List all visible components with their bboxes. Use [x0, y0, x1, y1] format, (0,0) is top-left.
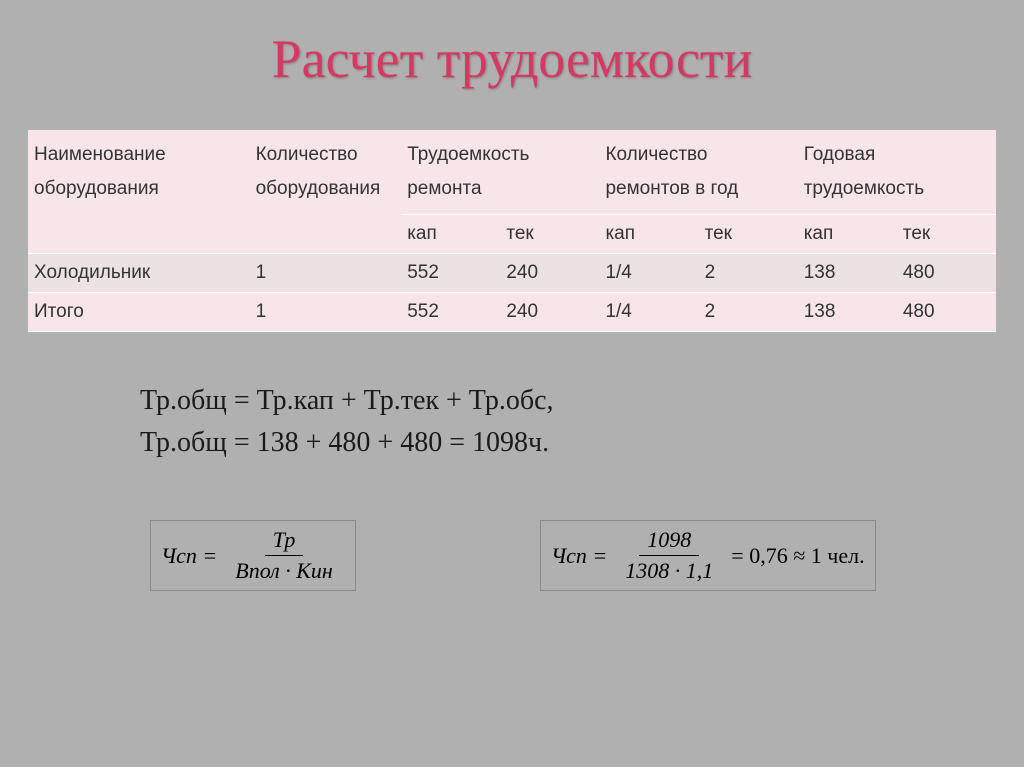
cell-qty: 1: [250, 254, 402, 293]
cell-rep-kap: 1/4: [599, 293, 698, 332]
eq-right-num: 1098: [639, 527, 699, 556]
table-header-row-1: Наименование оборудования Количество обо…: [28, 130, 996, 215]
eq-right-den: 1308 · 1,1: [617, 556, 721, 584]
cell-ann-tek: 480: [897, 254, 996, 293]
eq-left-lhs: Чсп =: [161, 543, 217, 569]
col-repairs-kap: кап: [599, 215, 698, 254]
col-annual-kap: кап: [798, 215, 897, 254]
eq-right-lhs: Чсп =: [551, 543, 607, 569]
cell-name: Итого: [28, 293, 250, 332]
formula-line-1: Тр.общ = Тр.кап + Тр.тек + Тр.обс,: [140, 380, 554, 422]
eq-left-frac: Тр Впол · Кин: [227, 527, 341, 584]
table-row: Холодильник 1 552 240 1/4 2 138 480: [28, 254, 996, 293]
page-title: Расчет трудоемкости: [0, 28, 1024, 90]
col-repairs: Количество ремонтов в год: [599, 130, 797, 215]
cell-rep-kap: 1/4: [599, 254, 698, 293]
eq-left-den: Впол · Кин: [227, 556, 341, 584]
cell-ann-tek: 480: [897, 293, 996, 332]
eq-right-frac: 1098 1308 · 1,1: [617, 527, 721, 584]
col-annual: Годовая трудоемкость: [798, 130, 996, 215]
cell-name: Холодильник: [28, 254, 250, 293]
slide: Расчет трудоемкости Наименование оборудо…: [0, 0, 1024, 767]
cell-labor-kap: 552: [401, 254, 500, 293]
col-labor: Трудоемкость ремонта: [401, 130, 599, 215]
col-repairs-tek: тек: [699, 215, 798, 254]
cell-ann-kap: 138: [798, 254, 897, 293]
labor-table: Наименование оборудования Количество обо…: [28, 130, 996, 332]
labor-table-wrap: Наименование оборудования Количество обо…: [28, 130, 996, 332]
table-row: Итого 1 552 240 1/4 2 138 480: [28, 293, 996, 332]
equation-left: Чсп = Тр Впол · Кин: [150, 520, 356, 591]
cell-rep-tek: 2: [699, 293, 798, 332]
cell-qty: 1: [250, 293, 402, 332]
formula-block: Тр.общ = Тр.кап + Тр.тек + Тр.обс, Тр.об…: [140, 380, 554, 464]
eq-right-tail: = 0,76 ≈ 1 чел.: [731, 543, 864, 569]
cell-labor-tek: 240: [500, 293, 599, 332]
cell-labor-tek: 240: [500, 254, 599, 293]
cell-rep-tek: 2: [699, 254, 798, 293]
col-name: Наименование оборудования: [28, 130, 250, 254]
formula-line-2: Тр.общ = 138 + 480 + 480 = 1098ч.: [140, 422, 554, 464]
col-annual-tek: тек: [897, 215, 996, 254]
col-qty: Количество оборудования: [250, 130, 402, 254]
col-labor-kap: кап: [401, 215, 500, 254]
equation-right: Чсп = 1098 1308 · 1,1 = 0,76 ≈ 1 чел.: [540, 520, 876, 591]
cell-labor-kap: 552: [401, 293, 500, 332]
eq-left-num: Тр: [265, 527, 304, 556]
col-labor-tek: тек: [500, 215, 599, 254]
cell-ann-kap: 138: [798, 293, 897, 332]
